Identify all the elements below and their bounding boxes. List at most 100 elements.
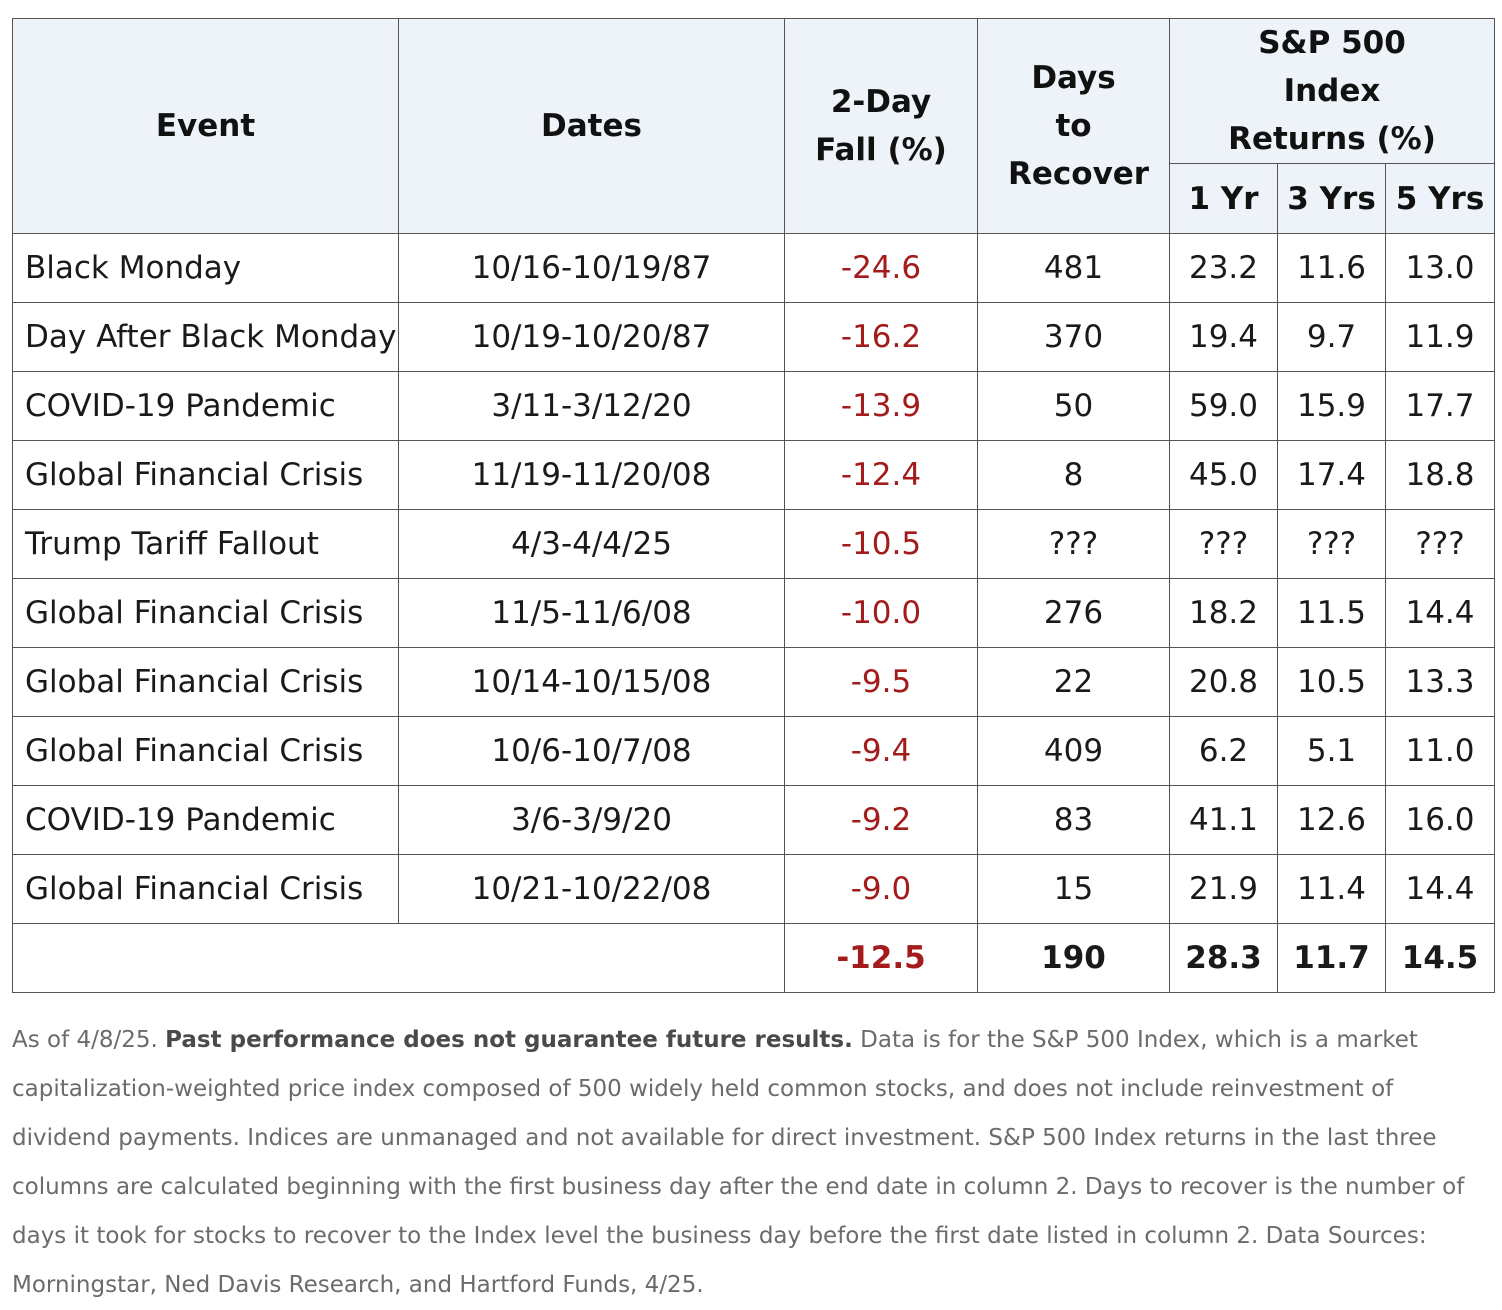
cell-dates: 10/21-10/22/08 xyxy=(398,854,785,924)
cell-event: Global Financial Crisis xyxy=(12,647,399,717)
table-row: Global Financial Crisis 11/5-11/6/08 -10.0… xyxy=(12,578,1495,648)
cell-yr5: 18.8 xyxy=(1385,440,1495,510)
table-body: Black Monday 10/16-10/19/87 -24.6 481 23.2 11… xyxy=(12,233,1495,993)
cell-yr5: 11.0 xyxy=(1385,716,1495,786)
cell-fall: -16.2 xyxy=(784,302,978,372)
cell-dates: 11/5-11/6/08 xyxy=(398,578,785,648)
cell-fall: -9.5 xyxy=(784,647,978,717)
cell-event: Day After Black Monday xyxy=(12,302,399,372)
table-row: COVID-19 Pandemic 3/6-3/9/20 -9.2 83 41.1 12.… xyxy=(12,785,1495,855)
cell-fall: -10.5 xyxy=(784,509,978,579)
header-two-day-fall: 2-Day Fall (%) xyxy=(784,18,978,234)
cell-fall: -9.4 xyxy=(784,716,978,786)
summary-row: -12.5 190 28.3 11.7 14.5 xyxy=(12,923,1495,993)
table-row: Global Financial Crisis 10/21-10/22/08 -9.… xyxy=(12,854,1495,924)
cell-event: COVID-19 Pandemic xyxy=(12,371,399,441)
cell-yr3: 5.1 xyxy=(1277,716,1386,786)
cell-yr5: 17.7 xyxy=(1385,371,1495,441)
footnote-date: As of 4/8/25. xyxy=(12,1027,158,1053)
cell-yr5: 13.3 xyxy=(1385,647,1495,717)
summary-days: 190 xyxy=(977,923,1170,993)
cell-days: ??? xyxy=(977,509,1170,579)
market-decline-table: Event Dates 2-Day Fall (%) Days to Recov… xyxy=(12,18,1495,993)
cell-yr3: 11.5 xyxy=(1277,578,1386,648)
cell-yr3: 9.7 xyxy=(1277,302,1386,372)
cell-days: 409 xyxy=(977,716,1170,786)
cell-yr1: 45.0 xyxy=(1169,440,1278,510)
cell-days: 50 xyxy=(977,371,1170,441)
cell-yr3: 15.9 xyxy=(1277,371,1386,441)
cell-yr5: 16.0 xyxy=(1385,785,1495,855)
header-event: Event xyxy=(12,18,399,234)
table-row: Global Financial Crisis 11/19-11/20/08 -12… xyxy=(12,440,1495,510)
cell-yr1: 20.8 xyxy=(1169,647,1278,717)
cell-days: 15 xyxy=(977,854,1170,924)
cell-event: Trump Tariff Fallout xyxy=(12,509,399,579)
cell-yr5: 14.4 xyxy=(1385,578,1495,648)
cell-yr1: ??? xyxy=(1169,509,1278,579)
cell-yr3: 11.6 xyxy=(1277,233,1386,303)
table-row: Global Financial Crisis 10/14-10/15/08 -9.… xyxy=(12,647,1495,717)
cell-yr1: 19.4 xyxy=(1169,302,1278,372)
cell-yr1: 59.0 xyxy=(1169,371,1278,441)
cell-fall: -24.6 xyxy=(784,233,978,303)
cell-yr1: 18.2 xyxy=(1169,578,1278,648)
cell-yr3: 17.4 xyxy=(1277,440,1386,510)
cell-fall: -10.0 xyxy=(784,578,978,648)
cell-fall: -12.4 xyxy=(784,440,978,510)
summary-yr1: 28.3 xyxy=(1169,923,1278,993)
cell-yr3: 10.5 xyxy=(1277,647,1386,717)
cell-dates: 10/19-10/20/87 xyxy=(398,302,785,372)
cell-fall: -9.0 xyxy=(784,854,978,924)
cell-yr3: 12.6 xyxy=(1277,785,1386,855)
footnote-body: Data is for the S&P 500 Index, which is … xyxy=(12,1027,1465,1298)
header-dates: Dates xyxy=(398,18,785,234)
cell-yr5: ??? xyxy=(1385,509,1495,579)
cell-days: 481 xyxy=(977,233,1170,303)
cell-event: Global Financial Crisis xyxy=(12,854,399,924)
table-row: COVID-19 Pandemic 3/11-3/12/20 -13.9 50 59.0… xyxy=(12,371,1495,441)
header-returns-group: S&P 500 Index Returns (%) xyxy=(1169,18,1495,164)
cell-dates: 10/16-10/19/87 xyxy=(398,233,785,303)
table-row: Day After Black Monday 10/19-10/20/87 -16.… xyxy=(12,302,1495,372)
cell-yr1: 6.2 xyxy=(1169,716,1278,786)
cell-yr5: 14.4 xyxy=(1385,854,1495,924)
header-days-to-recover: Days to Recover xyxy=(977,18,1170,234)
cell-days: 83 xyxy=(977,785,1170,855)
cell-fall: -9.2 xyxy=(784,785,978,855)
table-header: Event Dates 2-Day Fall (%) Days to Recov… xyxy=(12,18,1495,234)
summary-fall: -12.5 xyxy=(784,923,978,993)
cell-yr3: ??? xyxy=(1277,509,1386,579)
summary-yr5: 14.5 xyxy=(1385,923,1495,993)
header-3-yrs: 3 Yrs xyxy=(1277,163,1386,234)
cell-yr1: 23.2 xyxy=(1169,233,1278,303)
cell-dates: 10/14-10/15/08 xyxy=(398,647,785,717)
cell-days: 276 xyxy=(977,578,1170,648)
summary-yr3: 11.7 xyxy=(1277,923,1386,993)
footnote: As of 4/8/25. Past performance does not … xyxy=(12,1016,1492,1310)
cell-dates: 10/6-10/7/08 xyxy=(398,716,785,786)
cell-event: Black Monday xyxy=(12,233,399,303)
cell-days: 8 xyxy=(977,440,1170,510)
cell-event: Global Financial Crisis xyxy=(12,440,399,510)
cell-dates: 3/11-3/12/20 xyxy=(398,371,785,441)
cell-days: 370 xyxy=(977,302,1170,372)
cell-yr5: 11.9 xyxy=(1385,302,1495,372)
cell-yr1: 21.9 xyxy=(1169,854,1278,924)
cell-event: COVID-19 Pandemic xyxy=(12,785,399,855)
cell-event: Global Financial Crisis xyxy=(12,578,399,648)
cell-dates: 11/19-11/20/08 xyxy=(398,440,785,510)
table-row: Trump Tariff Fallout 4/3-4/4/25 -10.5?????… xyxy=(12,509,1495,579)
cell-event: Global Financial Crisis xyxy=(12,716,399,786)
header-5-yrs: 5 Yrs xyxy=(1385,163,1495,234)
footnote-disclaimer: Past performance does not guarantee futu… xyxy=(165,1027,853,1053)
header-1-yr: 1 Yr xyxy=(1169,163,1278,234)
cell-yr5: 13.0 xyxy=(1385,233,1495,303)
cell-yr3: 11.4 xyxy=(1277,854,1386,924)
summary-blank-cell xyxy=(12,923,785,993)
cell-dates: 4/3-4/4/25 xyxy=(398,509,785,579)
crash-table-container: Event Dates 2-Day Fall (%) Days to Recov… xyxy=(12,18,1495,993)
cell-dates: 3/6-3/9/20 xyxy=(398,785,785,855)
table-row: Black Monday 10/16-10/19/87 -24.6 481 23.2 11… xyxy=(12,233,1495,303)
cell-days: 22 xyxy=(977,647,1170,717)
